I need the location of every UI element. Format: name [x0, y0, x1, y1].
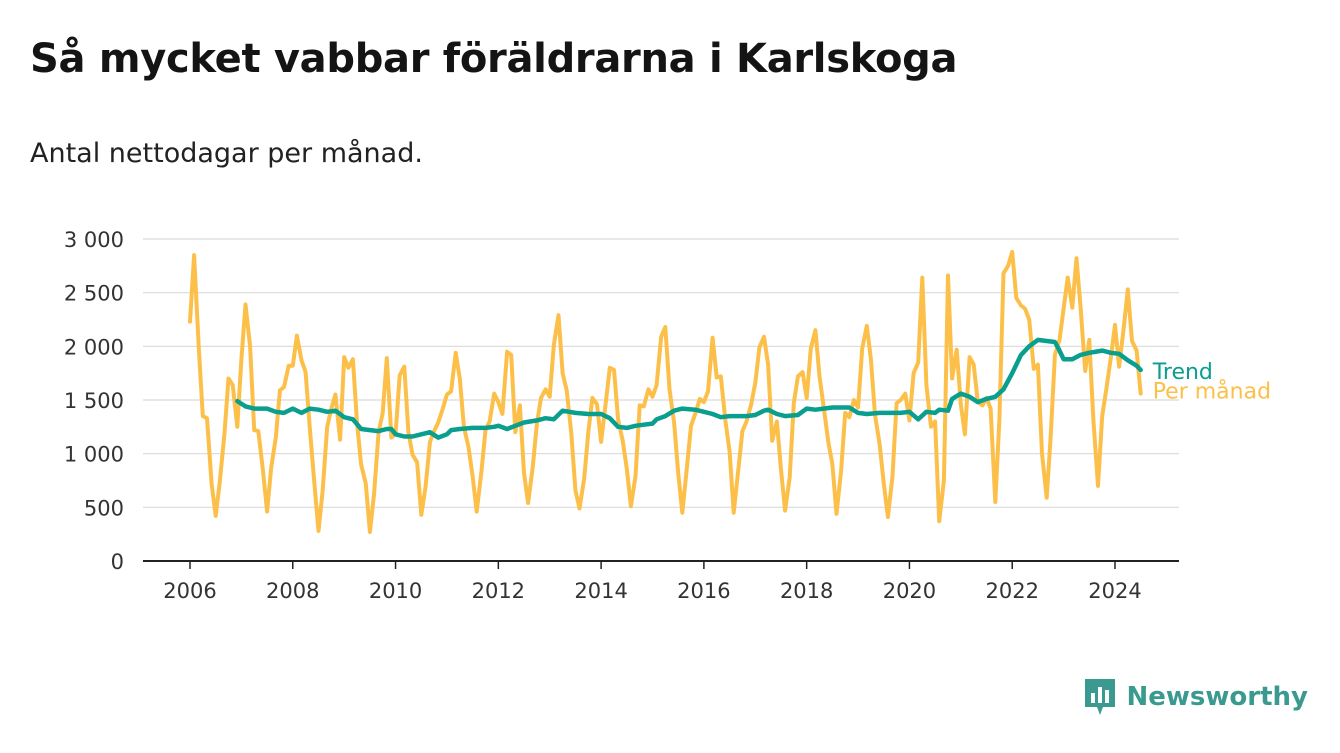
y-tick-label: 0 [111, 550, 124, 574]
series-lines [188, 249, 1143, 534]
x-tick-label: 2016 [677, 579, 730, 603]
x-tick-label: 2006 [163, 579, 216, 603]
y-axis-ticks: 0 500 1 000 1 500 2 000 2 500 3 000 [64, 228, 124, 574]
trend-line [235, 337, 1143, 440]
y-tick-label: 3 000 [64, 228, 124, 252]
y-tick-label: 500 [84, 496, 124, 520]
x-tick-label: 2024 [1088, 579, 1141, 603]
x-tick-label: 2008 [266, 579, 319, 603]
brand-name: Newsworthy [1126, 682, 1308, 712]
monthly-label: Per månad [1153, 379, 1271, 405]
x-tick-label: 2022 [985, 579, 1038, 603]
y-tick-label: 2 500 [64, 282, 124, 306]
monthly-line [188, 249, 1143, 534]
y-tick-label: 1 000 [64, 443, 124, 467]
chart-subtitle: Antal nettodagar per månad. [30, 138, 423, 169]
x-tick-label: 2020 [883, 579, 936, 603]
newsworthy-logo: Newsworthy [1083, 677, 1308, 717]
trend-label: Trend [1152, 360, 1213, 385]
x-tick-label: 2012 [472, 579, 525, 603]
bar-chart-icon [1084, 679, 1115, 715]
y-tick-label: 2 000 [64, 335, 124, 359]
y-tick-label: 1 500 [64, 389, 124, 413]
chart-title: Så mycket vabbar föräldrarna i Karlskoga [30, 36, 958, 82]
x-tick-label: 2014 [574, 579, 627, 603]
x-tick-label: 2018 [780, 579, 833, 603]
x-tick-label: 2010 [369, 579, 422, 603]
x-axis-ticks: 2006 2008 2010 2012 2014 2016 2018 2020 2022 2024 [143, 560, 1179, 603]
gridlines [143, 238, 1179, 508]
